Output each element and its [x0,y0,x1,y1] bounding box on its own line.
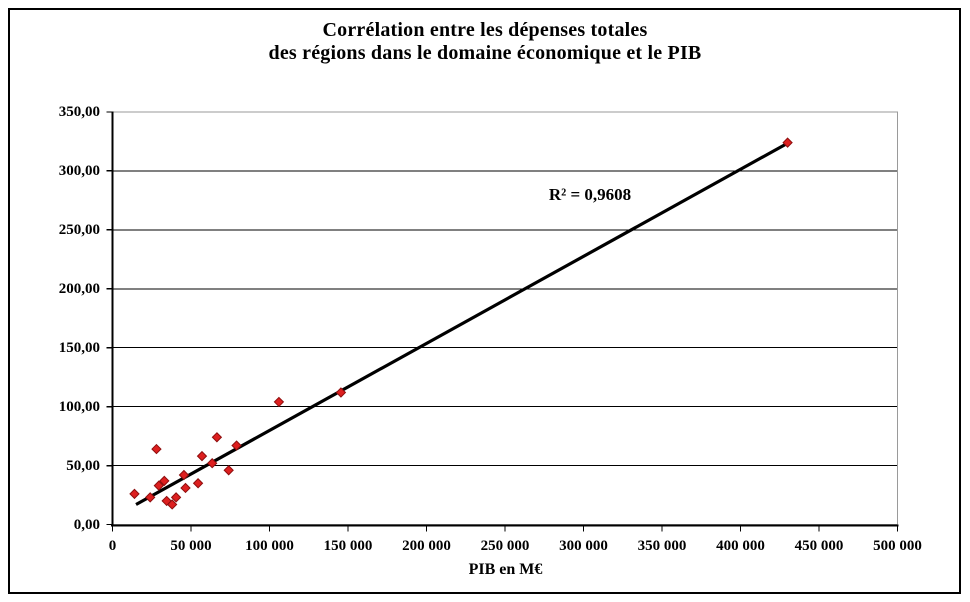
x-tick-label: 500 000 [873,538,922,554]
x-axis-title: PIB en M€ [468,561,543,578]
chart-title: Corrélation entre les dépenses totales d… [0,19,970,65]
y-tick-label: 50,00 [66,457,100,474]
y-tick-label: 150,00 [58,339,100,356]
x-tick-label: 50 000 [170,538,212,554]
y-tick-label: 100,00 [58,398,100,415]
chart-title-line1: Corrélation entre les dépenses totales [322,19,648,41]
r-squared-annotation: R² = 0,9608 [548,185,632,204]
y-tick-label: 250,00 [58,221,100,238]
x-tick-label: 100 000 [245,538,294,554]
x-tick-label: 350 000 [637,538,687,554]
x-tick-label: 200 000 [402,538,451,554]
x-tick-label: 450 000 [794,538,844,554]
chart-title-line2: des régions dans le domaine économique e… [268,42,702,64]
y-tick-label: 300,00 [58,162,100,179]
x-tick-label: 150 000 [323,538,373,554]
y-tick-label: 350,00 [58,104,100,120]
x-tick-label: 250 000 [480,538,530,554]
x-tick-label: 400 000 [716,538,765,554]
chart-outer-frame [8,8,961,594]
y-tick-label: 200,00 [58,280,100,297]
x-tick-label: 300 000 [559,538,608,554]
y-tick-label: 0,00 [73,516,100,533]
x-tick-label: 0 [108,538,117,554]
